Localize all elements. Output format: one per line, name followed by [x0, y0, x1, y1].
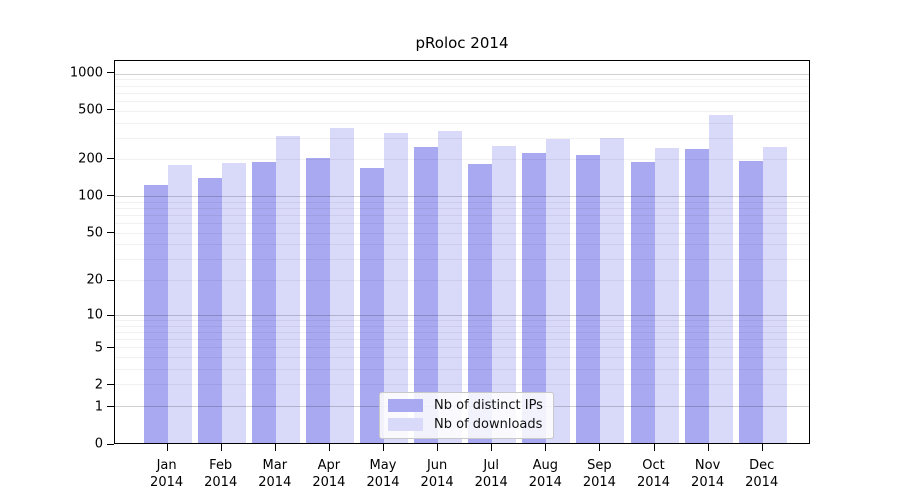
bar-distinct-ips — [684, 148, 709, 443]
x-tick-label-line: 2014 — [420, 475, 454, 491]
x-tick-mark — [328, 444, 330, 451]
bar-downloads — [762, 146, 787, 443]
x-tick-label-line: May — [369, 458, 397, 473]
x-tick-label-line: 2014 — [745, 475, 779, 491]
y-tick-mark — [107, 279, 114, 281]
x-tick-label-line: Apr — [317, 458, 341, 473]
legend-label: Nb of distinct IPs — [434, 398, 543, 413]
x-tick-label-line: Feb — [209, 458, 233, 473]
x-tick-label-line: 2014 — [528, 475, 562, 491]
x-tick-label: Apr 2014 — [312, 457, 345, 491]
x-tick-label: Mar 2014 — [258, 457, 291, 491]
x-tick-label-line: Jan — [156, 458, 177, 473]
bar-distinct-ips — [738, 160, 763, 443]
x-tick-mark — [383, 444, 384, 451]
legend: Nb of distinct IPs Nb of downloads — [379, 392, 554, 439]
y-tick-mark — [107, 314, 114, 316]
x-tick-label-line: 2014 — [258, 475, 292, 491]
x-tick-label: May 2014 — [366, 457, 399, 491]
legend-swatch — [388, 418, 423, 431]
y-tick-label: 500 — [78, 102, 103, 118]
y-tick-label: 5 — [94, 340, 103, 356]
x-tick-label: Jan 2014 — [150, 457, 183, 491]
y-tick-label: 1000 — [69, 65, 103, 81]
x-tick-label: Jul 2014 — [475, 457, 508, 491]
y-tick-label: 2 — [94, 377, 103, 393]
bar-distinct-ips — [197, 178, 222, 443]
x-tick-label-line: 2014 — [204, 475, 238, 491]
x-tick-label-line: Dec — [749, 458, 775, 473]
x-tick-label: Dec 2014 — [745, 457, 778, 491]
bar-downloads — [167, 164, 192, 443]
y-tick-label: 200 — [78, 151, 103, 167]
x-tick-mark — [437, 444, 439, 451]
y-tick-label: 20 — [86, 272, 103, 288]
bar-downloads — [329, 128, 354, 443]
y-tick-mark — [107, 158, 114, 160]
x-tick-label-line: 2014 — [150, 475, 184, 491]
bar-downloads — [275, 135, 300, 443]
x-tick-mark — [166, 444, 168, 451]
y-tick-label: 1 — [94, 399, 103, 415]
y-tick-label: 100 — [78, 188, 103, 204]
x-tick-label-line: 2014 — [636, 475, 671, 491]
x-tick-mark — [761, 444, 763, 451]
x-tick-mark — [491, 444, 493, 451]
y-tick-mark — [107, 72, 114, 74]
x-tick-label-line: 2014 — [474, 475, 508, 491]
y-tick-mark — [107, 384, 114, 386]
x-tick-mark — [220, 444, 222, 451]
x-tick-mark — [653, 444, 655, 451]
bar-downloads — [708, 115, 733, 443]
y-tick-label: 0 — [94, 436, 103, 452]
x-tick-label: Feb 2014 — [204, 457, 237, 491]
x-tick-label-line: Nov — [694, 458, 721, 473]
x-tick-label-line: 2014 — [312, 475, 346, 491]
bar-distinct-ips — [576, 155, 601, 443]
x-tick-label-line: Aug — [532, 458, 558, 473]
x-tick-mark — [599, 444, 601, 451]
y-tick-mark — [107, 443, 114, 445]
x-tick-mark — [545, 444, 547, 451]
chart-title: pRoloc 2014 — [415, 34, 509, 52]
x-tick-label-line: Sep — [587, 458, 612, 473]
y-tick-mark — [107, 347, 114, 349]
x-tick-label-line: Jun — [426, 458, 448, 473]
x-tick-label-line: Jul — [483, 458, 500, 473]
x-tick-label-line: Oct — [642, 458, 665, 473]
bar-distinct-ips — [143, 184, 168, 443]
x-tick-label: Nov 2014 — [691, 457, 724, 491]
legend-item: Nb of distinct IPs — [388, 398, 543, 413]
legend-item: Nb of downloads — [388, 417, 543, 432]
x-tick-label-line: Mar — [262, 458, 288, 473]
bar-distinct-ips — [251, 161, 276, 443]
legend-swatch — [388, 399, 423, 412]
bar-distinct-ips — [305, 158, 330, 443]
x-tick-mark — [274, 444, 276, 451]
x-tick-label: Aug 2014 — [529, 457, 562, 491]
bar-downloads — [384, 133, 408, 443]
y-tick-label: 50 — [86, 225, 103, 241]
y-tick-mark — [107, 406, 114, 408]
y-tick-mark — [107, 109, 114, 111]
plot-area: Nb of distinct IPs Nb of downloads — [114, 60, 810, 444]
x-tick-label: Sep 2014 — [583, 457, 616, 491]
x-tick-label: Jun 2014 — [421, 457, 454, 491]
y-tick-label: 10 — [86, 307, 103, 323]
bar-downloads — [221, 163, 246, 443]
x-tick-label-line: 2014 — [366, 475, 400, 491]
x-tick-label-line: 2014 — [582, 475, 616, 491]
bar-distinct-ips — [630, 161, 655, 443]
bar-downloads — [600, 137, 625, 443]
y-tick-mark — [107, 195, 114, 197]
y-tick-mark — [107, 232, 114, 234]
legend-label: Nb of downloads — [434, 417, 543, 432]
bar-downloads — [654, 148, 679, 443]
x-tick-label-line: 2014 — [691, 475, 725, 491]
x-tick-mark — [707, 444, 709, 451]
x-tick-label: Oct 2014 — [637, 457, 670, 491]
bar-downloads — [438, 130, 463, 443]
bars-layer — [115, 61, 809, 443]
